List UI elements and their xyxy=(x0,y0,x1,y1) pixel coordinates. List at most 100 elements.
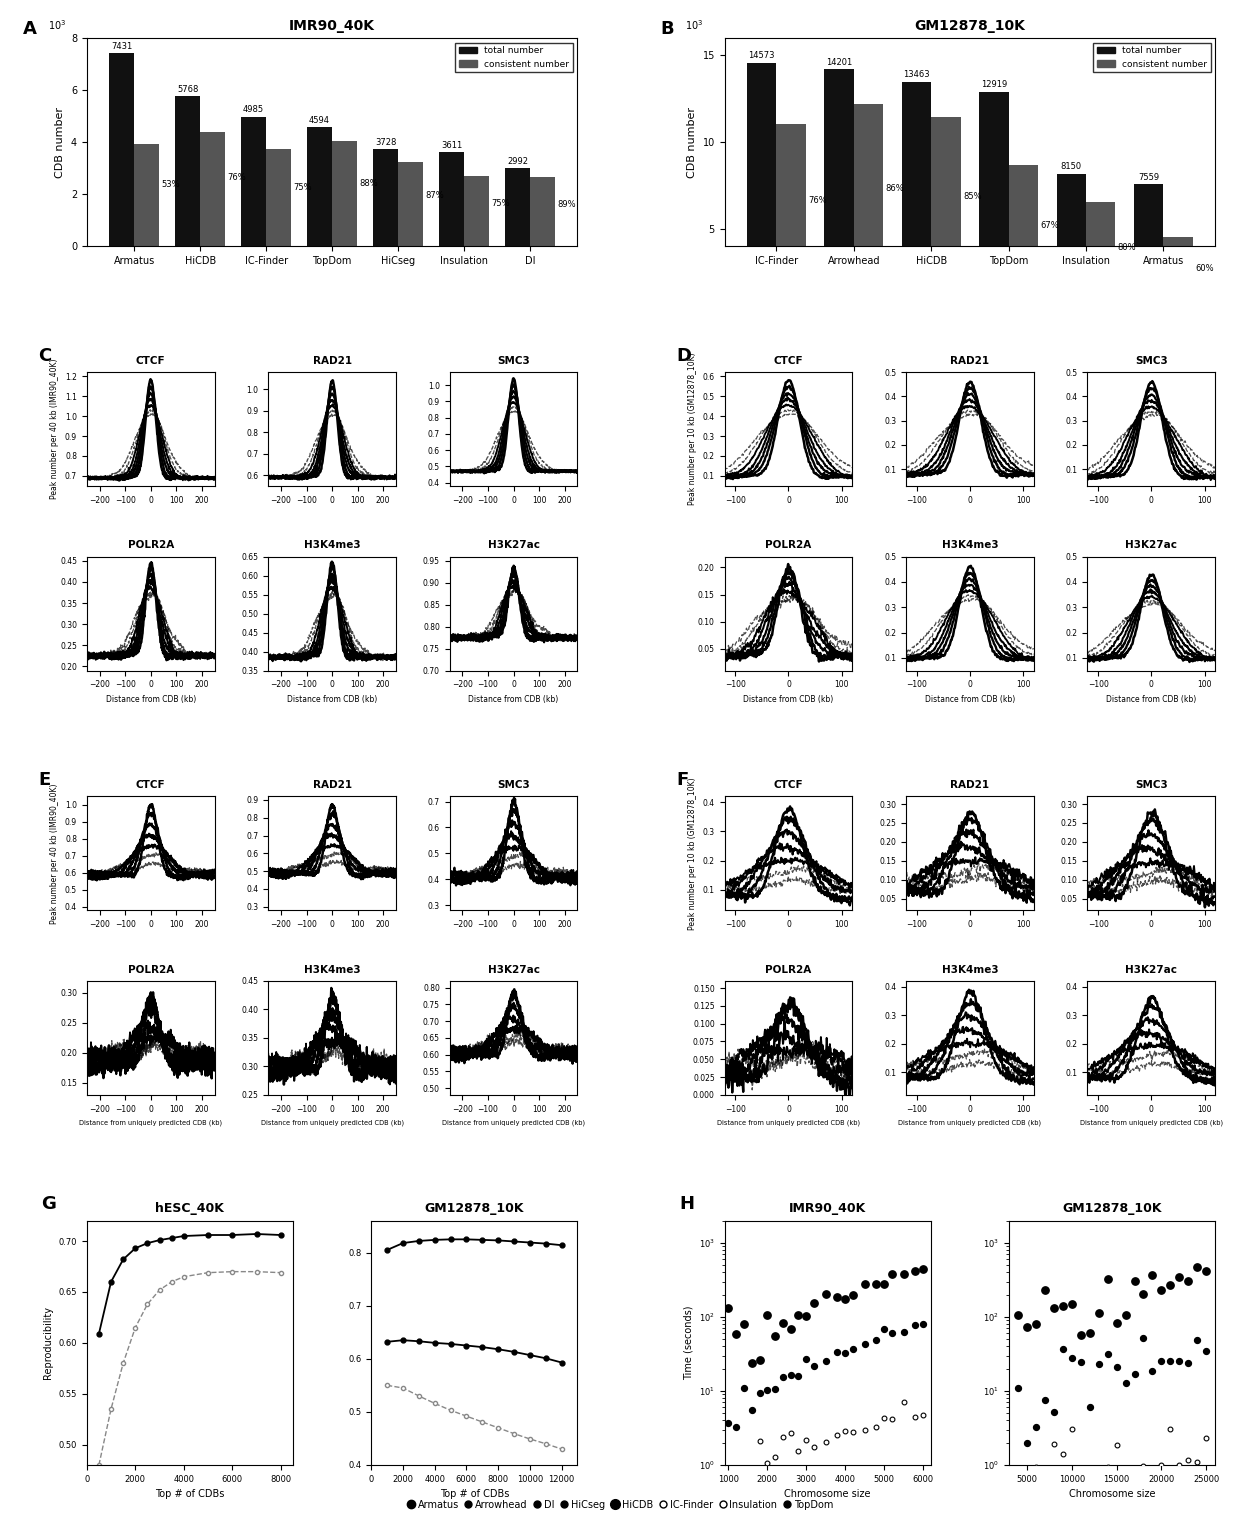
Point xyxy=(1080,1476,1100,1500)
Title: H3K27ac: H3K27ac xyxy=(1126,964,1177,975)
Y-axis label: Peak number per 10 kb (GM12878_10K): Peak number per 10 kb (GM12878_10K) xyxy=(688,353,697,505)
Point xyxy=(1106,1311,1126,1335)
Point xyxy=(913,1402,932,1427)
Bar xyxy=(175,96,200,246)
Bar xyxy=(825,69,854,316)
Text: 7559: 7559 xyxy=(1138,172,1159,182)
Text: 76%: 76% xyxy=(808,195,827,204)
Bar xyxy=(1008,165,1038,316)
Bar xyxy=(109,53,134,246)
X-axis label: Distance from CDB (kb): Distance from CDB (kb) xyxy=(105,694,196,703)
Point xyxy=(742,1351,761,1375)
Point xyxy=(1178,1270,1198,1294)
Text: 14201: 14201 xyxy=(826,58,852,67)
Point xyxy=(734,1376,754,1401)
Point xyxy=(1106,1355,1126,1380)
Text: $10^3$: $10^3$ xyxy=(47,18,66,32)
Point xyxy=(913,1257,932,1282)
Bar xyxy=(980,92,1008,316)
Point xyxy=(1125,1268,1145,1293)
Point xyxy=(742,1457,761,1482)
Point xyxy=(905,1312,925,1337)
Point xyxy=(1142,1457,1162,1482)
Title: GM12878_10K: GM12878_10K xyxy=(1063,1202,1162,1215)
Point xyxy=(1152,1453,1172,1477)
Point xyxy=(894,1390,914,1415)
Point xyxy=(1089,1466,1109,1491)
Point xyxy=(1169,1453,1189,1477)
Bar xyxy=(1163,237,1193,316)
Text: 75%: 75% xyxy=(491,200,510,209)
Point xyxy=(1044,1401,1064,1425)
Point xyxy=(1197,1259,1216,1283)
Point xyxy=(1008,1303,1028,1328)
Title: hESC_40K: hESC_40K xyxy=(155,1202,224,1215)
Point xyxy=(843,1419,863,1444)
Point xyxy=(882,1407,901,1431)
Point xyxy=(867,1271,887,1296)
Title: SMC3: SMC3 xyxy=(1135,356,1168,366)
Bar xyxy=(505,168,529,246)
Text: 14573: 14573 xyxy=(749,50,775,60)
Point xyxy=(1188,1450,1208,1474)
Bar xyxy=(439,153,464,246)
Point xyxy=(765,1376,785,1401)
Text: G: G xyxy=(41,1195,56,1213)
Point xyxy=(1142,1360,1162,1384)
Point xyxy=(874,1271,894,1296)
Bar xyxy=(1135,185,1163,316)
Bar xyxy=(901,82,931,316)
Point xyxy=(1161,1349,1180,1373)
Point xyxy=(750,1428,770,1453)
Point xyxy=(773,1425,792,1450)
Point xyxy=(905,1405,925,1430)
Title: POLR2A: POLR2A xyxy=(765,964,812,975)
Text: A: A xyxy=(24,20,37,38)
Title: H3K27ac: H3K27ac xyxy=(487,964,539,975)
Point xyxy=(836,1341,856,1366)
Title: RAD21: RAD21 xyxy=(950,356,990,366)
Point xyxy=(789,1439,808,1463)
Point xyxy=(781,1317,801,1341)
Point xyxy=(1025,1415,1045,1439)
Point xyxy=(796,1303,816,1328)
Text: F: F xyxy=(676,771,688,789)
Point xyxy=(1169,1265,1189,1289)
Text: 88%: 88% xyxy=(360,179,378,188)
Title: H3K4me3: H3K4me3 xyxy=(304,964,361,975)
Title: IMR90_40K: IMR90_40K xyxy=(289,18,376,34)
Point xyxy=(1116,1457,1136,1482)
X-axis label: Distance from uniquely predicted CDB (kb): Distance from uniquely predicted CDB (kb… xyxy=(260,1119,404,1126)
Point xyxy=(796,1428,816,1453)
Point xyxy=(854,1332,874,1357)
Point xyxy=(816,1430,836,1454)
Legend: total number, consistent number: total number, consistent number xyxy=(1094,43,1210,72)
Bar xyxy=(241,116,267,246)
Y-axis label: Reproducibility: Reproducibility xyxy=(43,1306,53,1380)
X-axis label: Top # of CDBs: Top # of CDBs xyxy=(155,1489,224,1499)
Title: IMR90_40K: IMR90_40K xyxy=(789,1202,867,1215)
Title: SMC3: SMC3 xyxy=(1135,780,1168,790)
Point xyxy=(742,1398,761,1422)
Title: H3K4me3: H3K4me3 xyxy=(304,540,361,551)
Point xyxy=(1044,1431,1064,1456)
Point xyxy=(1188,1254,1208,1279)
Point xyxy=(1008,1476,1028,1500)
Point xyxy=(1071,1349,1091,1373)
Point xyxy=(874,1317,894,1341)
Title: H3K27ac: H3K27ac xyxy=(1126,540,1177,551)
Point xyxy=(1197,1338,1216,1363)
Point xyxy=(1116,1370,1136,1395)
Point xyxy=(1035,1476,1055,1500)
Point xyxy=(1106,1433,1126,1457)
Point xyxy=(796,1347,816,1372)
Point xyxy=(1017,1430,1037,1454)
Point xyxy=(867,1415,887,1439)
Point xyxy=(1133,1454,1153,1479)
X-axis label: Distance from uniquely predicted CDB (kb): Distance from uniquely predicted CDB (kb… xyxy=(717,1119,861,1126)
Title: GM12878_10K: GM12878_10K xyxy=(914,18,1025,34)
Point xyxy=(727,1415,746,1439)
Title: GM12878_10K: GM12878_10K xyxy=(424,1202,525,1215)
Point xyxy=(854,1418,874,1442)
Point xyxy=(734,1311,754,1335)
